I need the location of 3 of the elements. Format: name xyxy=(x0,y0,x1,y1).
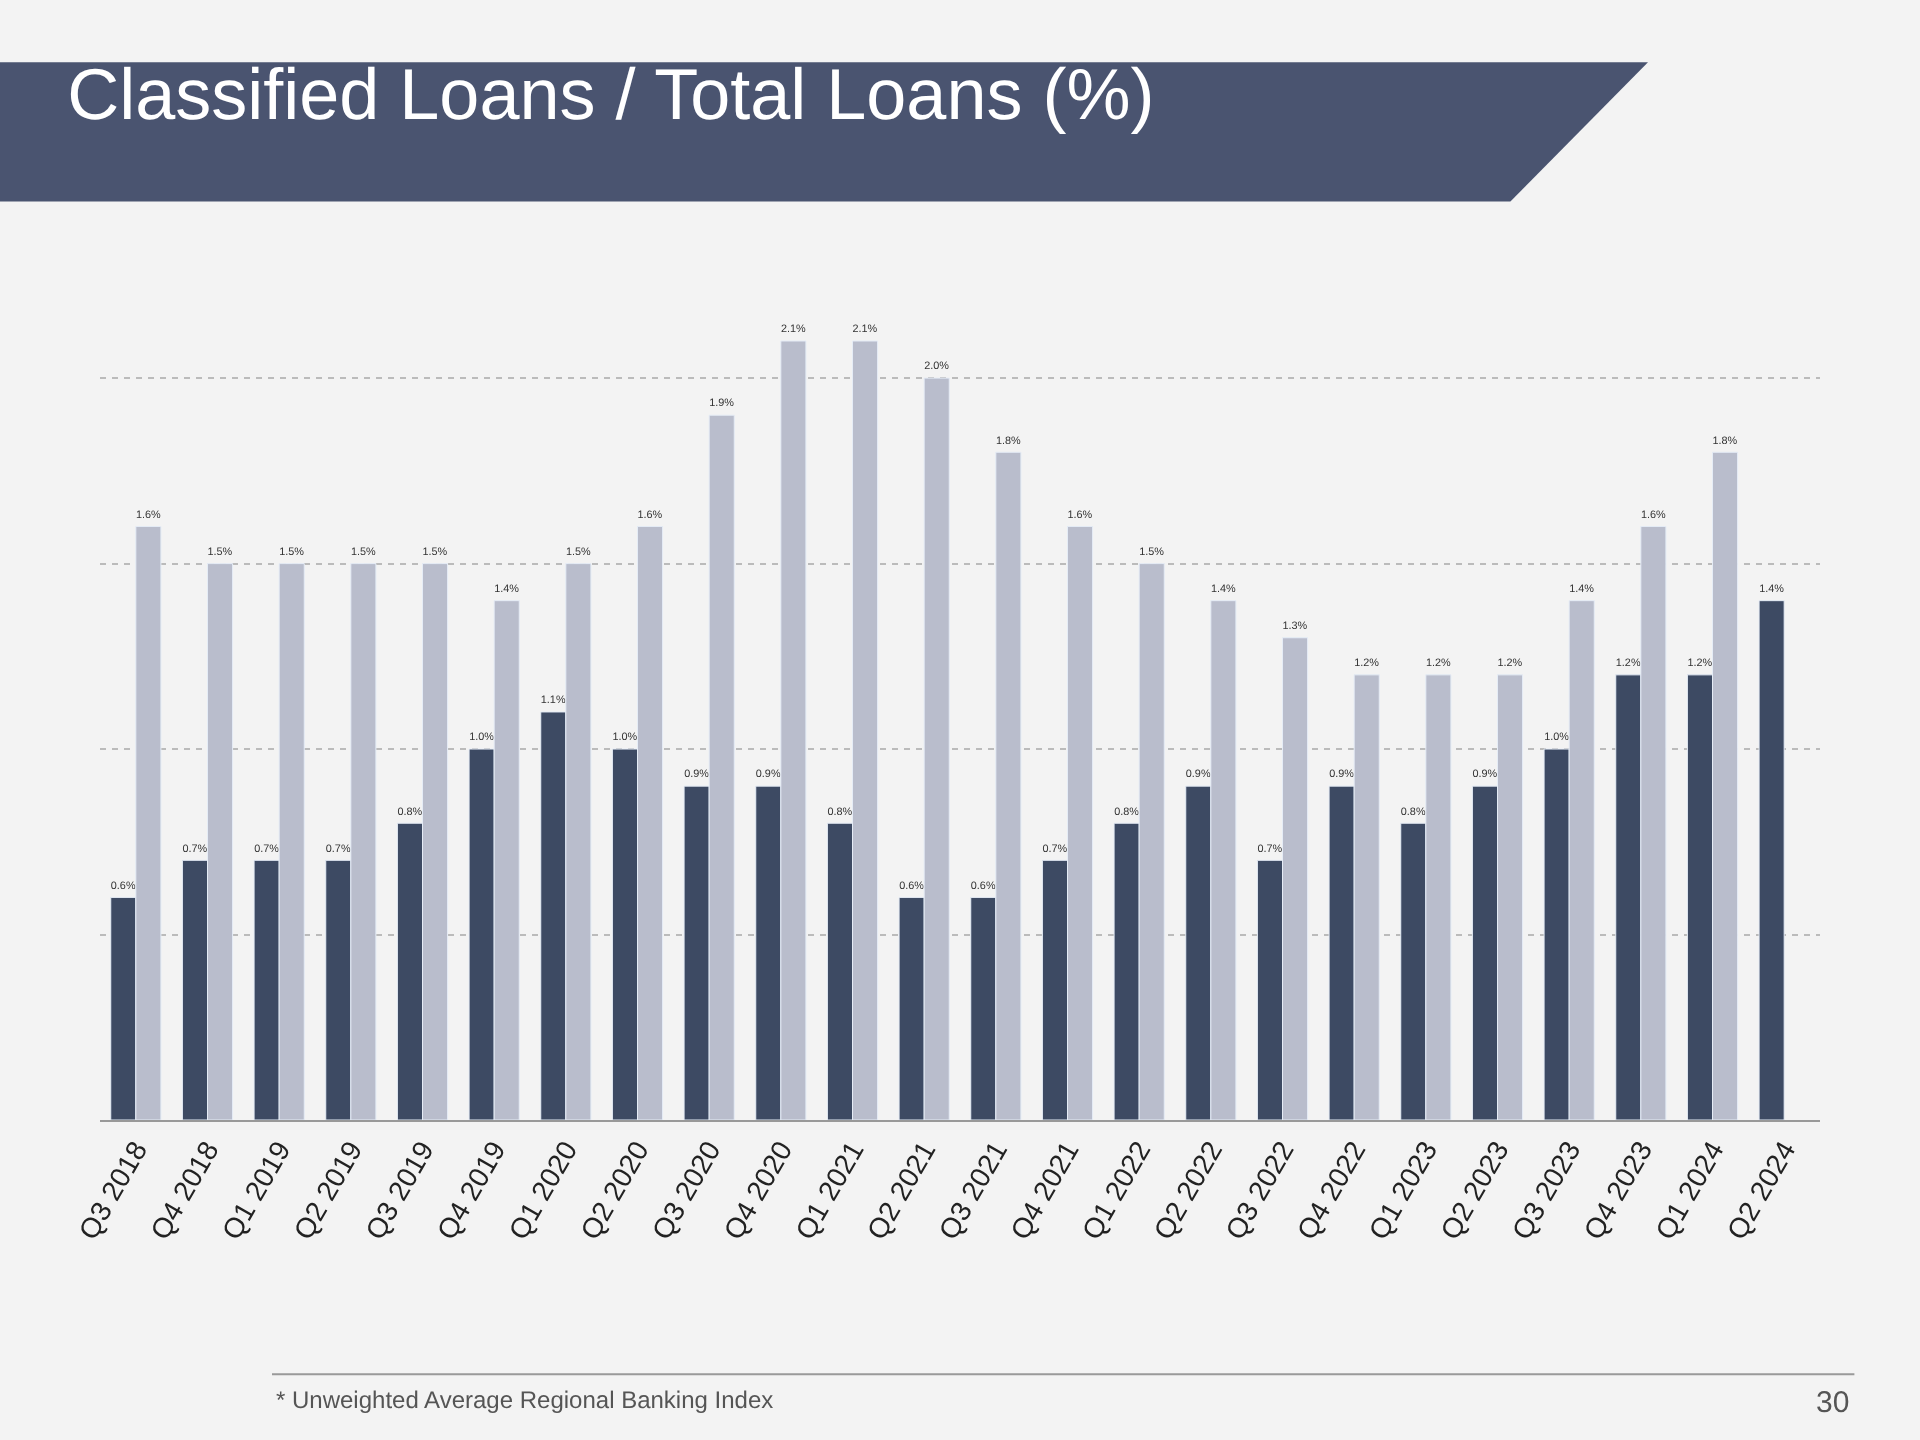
chart-title: Classified Loans / Total Loans (%) xyxy=(67,52,1155,135)
text: * Unweighted Average Regional Banking Index xyxy=(276,1386,774,1414)
text: 30 xyxy=(1816,1386,1850,1420)
